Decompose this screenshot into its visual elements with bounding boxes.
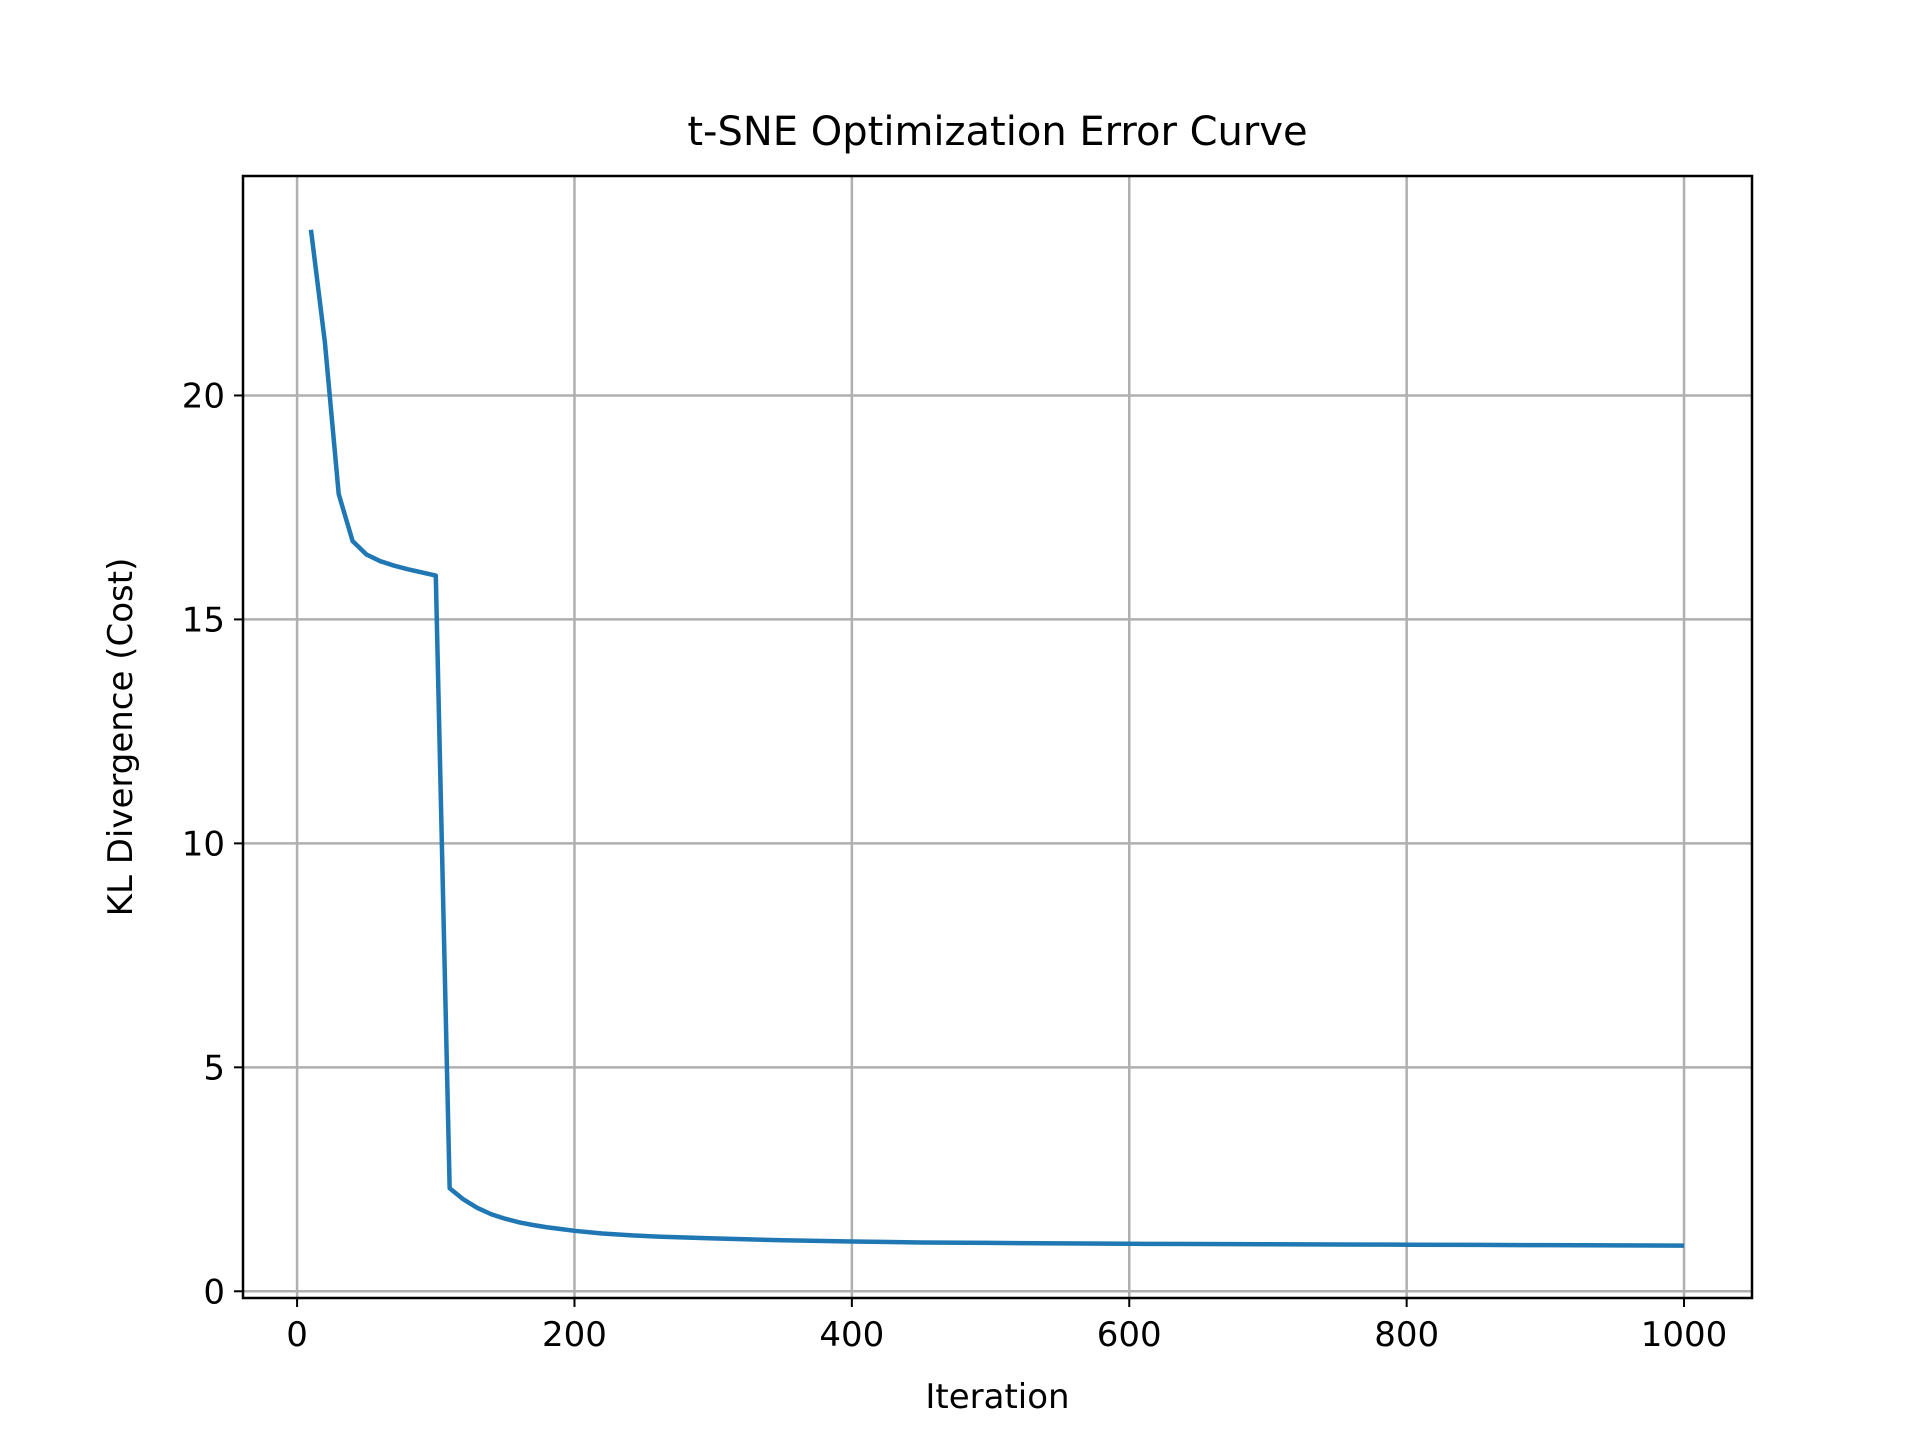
series-line: [308, 229, 1685, 1248]
x-tick-label: 1000: [1641, 1315, 1728, 1355]
x-tick-label: 200: [542, 1315, 607, 1355]
plot-frame: [241, 174, 1754, 1300]
x-tick-label: 800: [1374, 1315, 1439, 1355]
x-tick-label: 0: [286, 1315, 308, 1355]
x-tick-label: 600: [1097, 1315, 1162, 1355]
x-axis-label: Iteration: [925, 1377, 1069, 1417]
y-tick-label: 5: [203, 1048, 225, 1088]
y-tick-label: 15: [182, 600, 225, 640]
grid-layer: [243, 176, 1752, 1298]
chart-title: t-SNE Optimization Error Curve: [687, 109, 1307, 155]
y-tick-label: 10: [182, 824, 225, 864]
y-tick-label: 20: [182, 376, 225, 416]
y-tick-label: 0: [203, 1272, 225, 1312]
series-layer: [308, 229, 1685, 1248]
x-tick-label: 400: [819, 1315, 884, 1355]
tick-layer: 0 200 400 600 800 1000 0 5 10 15 20: [182, 376, 1728, 1355]
y-axis-label: KL Divergence (Cost): [101, 558, 141, 917]
